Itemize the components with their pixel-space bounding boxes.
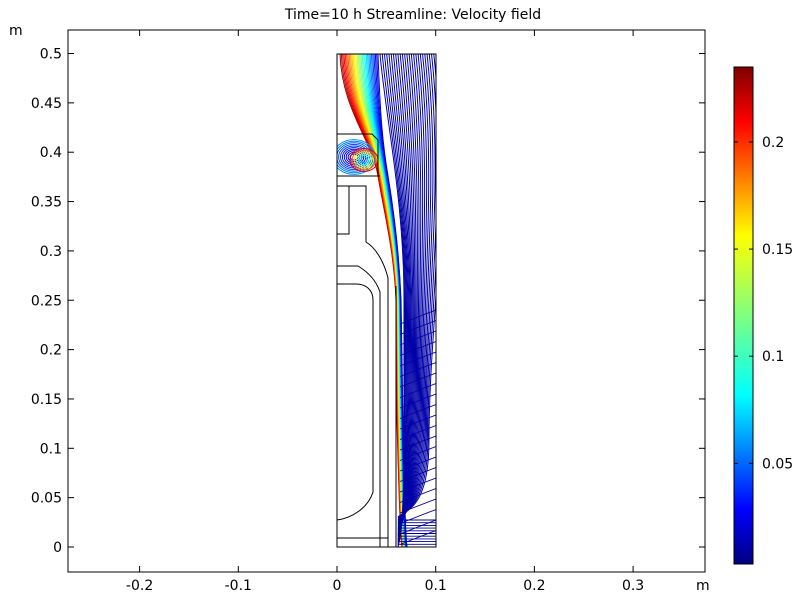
y-tick-label: 0.25 bbox=[31, 293, 62, 309]
x-tick-label: 0.2 bbox=[523, 578, 545, 594]
geometry-edge bbox=[336, 283, 374, 521]
y-tick-label: 0.15 bbox=[31, 392, 62, 408]
streamline bbox=[399, 351, 436, 367]
eddy-streamline bbox=[360, 156, 368, 164]
y-tick-label: 0.45 bbox=[31, 96, 62, 112]
colorbar-tick-label: 0.15 bbox=[762, 242, 793, 258]
colorbar-tick-label: 0.2 bbox=[762, 135, 784, 151]
colorbar-ticks: 0.05 0.1 0.15 0.2 bbox=[734, 135, 793, 472]
eddy-streamline bbox=[356, 153, 372, 167]
geometry-outline bbox=[336, 53, 437, 548]
x-tick-label: 0.3 bbox=[622, 578, 644, 594]
colorbar bbox=[733, 66, 754, 565]
y-tick-label: 0.35 bbox=[31, 195, 62, 211]
streamline bbox=[399, 488, 436, 503]
eddy-streamline bbox=[338, 143, 370, 171]
streamline bbox=[399, 309, 436, 325]
streamline bbox=[399, 456, 436, 472]
streamline bbox=[399, 435, 436, 451]
chart-title: Time=10 h Streamline: Velocity field bbox=[284, 7, 541, 23]
streamline bbox=[399, 383, 436, 398]
y-tick-label: 0.1 bbox=[40, 441, 62, 457]
y-tick-label: 0.4 bbox=[40, 145, 62, 161]
streamline bbox=[399, 530, 436, 545]
axis-ticks: -0.2 -0.1 0 0.1 0.2 0.3 0 0.05 0.1 0.15 0.2 0.25 0.3… bbox=[31, 30, 705, 594]
plot-frame bbox=[67, 29, 706, 573]
streamline bbox=[399, 320, 436, 335]
eddy-streamline bbox=[358, 154, 370, 166]
y-tick-label: 0 bbox=[53, 540, 62, 556]
streamline bbox=[399, 425, 436, 440]
x-unit-label: m bbox=[696, 578, 710, 594]
streamline bbox=[397, 54, 436, 520]
streamline bbox=[399, 404, 436, 419]
colorbar-tick-label: 0.1 bbox=[762, 349, 784, 365]
colorbar-tick-label: 0.05 bbox=[762, 456, 793, 472]
geometry-edge bbox=[337, 186, 350, 235]
streamline bbox=[399, 393, 436, 409]
streamline bbox=[399, 477, 436, 493]
streamline bbox=[399, 372, 436, 388]
streamline bbox=[399, 362, 436, 377]
streamline bbox=[399, 467, 436, 482]
x-tick-label: -0.1 bbox=[225, 578, 252, 594]
streamline bbox=[397, 54, 436, 521]
eddy-streamline bbox=[353, 151, 375, 169]
streamline bbox=[397, 54, 436, 518]
streamline bbox=[397, 54, 434, 523]
streamline bbox=[399, 330, 436, 346]
y-tick-label: 0.2 bbox=[40, 343, 62, 359]
y-unit-label: m bbox=[9, 23, 23, 39]
streamline bbox=[399, 446, 436, 461]
eddy-streamline bbox=[351, 149, 377, 171]
streamline bbox=[399, 498, 436, 514]
y-tick-label: 0.05 bbox=[31, 491, 62, 507]
y-tick-label: 0.3 bbox=[40, 244, 62, 260]
geometry-edge bbox=[337, 185, 389, 547]
streamline bbox=[399, 341, 436, 356]
streamlines bbox=[337, 54, 436, 547]
streamline bbox=[399, 414, 436, 430]
geometry-edge bbox=[337, 265, 381, 547]
x-tick-label: 0.1 bbox=[425, 578, 447, 594]
y-tick-label: 0.5 bbox=[40, 47, 62, 63]
streamline bbox=[397, 54, 436, 519]
x-tick-label: 0 bbox=[333, 578, 342, 594]
x-tick-label: -0.2 bbox=[126, 578, 153, 594]
eddy-streamline bbox=[345, 150, 363, 164]
eddy-streamline bbox=[337, 142, 372, 172]
